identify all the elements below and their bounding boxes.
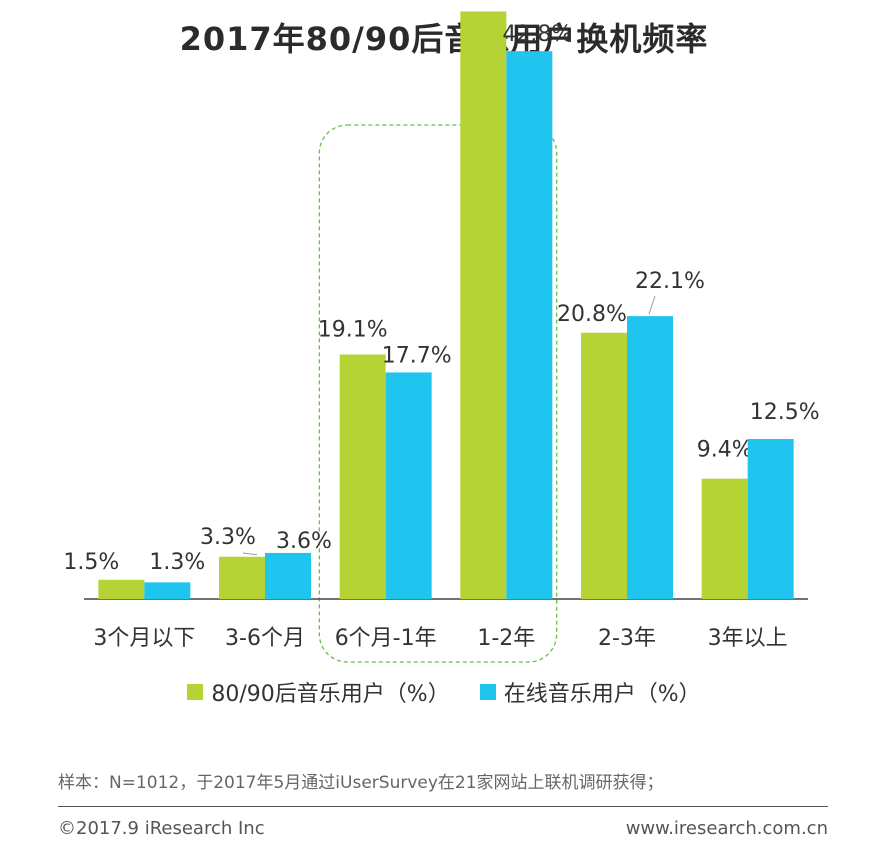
x-tick-label: 3个月以下 xyxy=(93,626,195,651)
data-label: 22.1% xyxy=(635,269,705,294)
x-tick-label: 1-2年 xyxy=(477,626,535,651)
bar-chart: 3个月以下 1.5% 1.3% 3-6个月 3.3% 3.6% 6个月-1年 19.1%17.… xyxy=(63,11,820,663)
data-label: 3.3% xyxy=(200,525,256,550)
bar-series-1 xyxy=(701,478,748,599)
data-label: 20.8% xyxy=(557,302,627,327)
bar-series-2 xyxy=(747,439,794,599)
legend-swatch-green xyxy=(187,684,204,700)
website-url: www.iresearch.com.cn xyxy=(625,818,828,839)
legend-label-series-1: 80/90后音乐用户（%） xyxy=(211,682,450,707)
bar-series-2 xyxy=(144,582,191,599)
x-tick-label: 6个月-1年 xyxy=(335,626,437,651)
legend-item-series-1: 80/90后音乐用户（%） xyxy=(187,676,450,708)
sample-note: 样本：N=1012，于2017年5月通过iUserSurvey在21家网站上联机… xyxy=(58,773,664,793)
copyright: ©2017.9 iResearch Inc xyxy=(58,818,265,839)
footer-divider xyxy=(58,806,828,807)
bar-series-1 xyxy=(98,579,145,599)
data-label: 12.5% xyxy=(750,400,820,425)
legend: 80/90后音乐用户（%） 在线音乐用户（%） xyxy=(0,676,888,708)
data-label: 3.6% xyxy=(276,529,332,554)
x-tick-label: 3年以上 xyxy=(708,626,788,651)
bar-series-2 xyxy=(506,51,553,600)
leader-line xyxy=(242,552,258,556)
data-label: 42.8% xyxy=(502,22,572,47)
legend-item-series-2: 在线音乐用户（%） xyxy=(479,676,701,708)
data-label: 19.1% xyxy=(318,318,388,343)
legend-label-series-2: 在线音乐用户（%） xyxy=(503,682,701,707)
data-label: 17.7% xyxy=(382,343,452,368)
bar-series-2 xyxy=(627,316,673,599)
x-tick-label: 2-3年 xyxy=(598,626,656,651)
x-tick-label: 3-6个月 xyxy=(225,626,305,651)
data-label: 9.4% xyxy=(697,438,753,463)
bar-series-1 xyxy=(219,556,265,599)
bar-series-1 xyxy=(460,11,507,600)
highlight-box xyxy=(318,124,558,663)
leader-line xyxy=(648,295,656,315)
legend-swatch-blue xyxy=(479,684,496,700)
data-label: 1.5% xyxy=(63,550,119,575)
chart-title: 2017年80/90后音乐用户换机频率 xyxy=(179,20,709,58)
data-label: 1.3% xyxy=(149,550,205,575)
bar-series-1 xyxy=(339,354,386,599)
bar-series-2 xyxy=(265,552,311,599)
bar-series-1 xyxy=(581,332,627,599)
bar-series-2 xyxy=(385,372,432,599)
